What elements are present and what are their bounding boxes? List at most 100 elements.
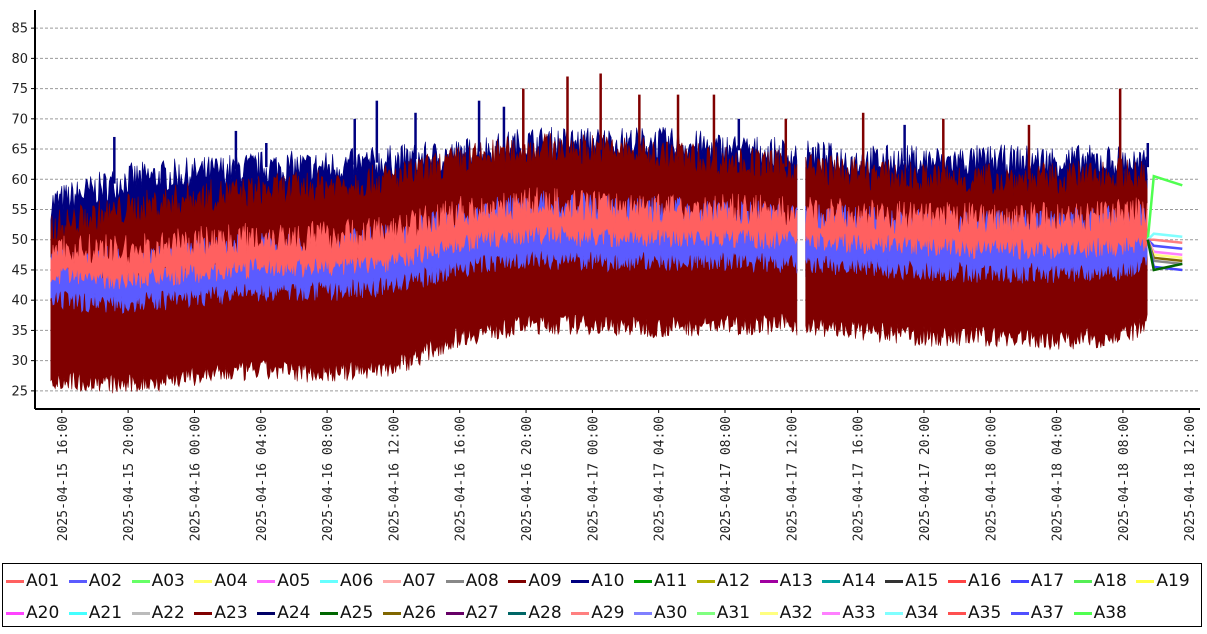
legend-item: A27 xyxy=(445,601,499,625)
legend-item: A04 xyxy=(194,569,248,593)
legend-label: A25 xyxy=(340,603,374,623)
x-tick-label: 2025-04-18 04:00 xyxy=(1051,416,1066,541)
legend-swatch xyxy=(68,579,87,583)
legend-swatch xyxy=(948,611,966,615)
legend-swatch xyxy=(382,579,401,583)
legend-label: A04 xyxy=(214,571,248,591)
legend-label: A06 xyxy=(340,571,374,591)
legend-item: A24 xyxy=(257,601,310,625)
legend-label: A21 xyxy=(88,603,123,623)
x-tick-label: 2025-04-18 00:00 xyxy=(984,416,999,541)
legend-label: A02 xyxy=(88,571,123,591)
y-tick-label: 70 xyxy=(11,112,28,127)
x-tick-label: 2025-04-17 00:00 xyxy=(586,416,601,541)
legend-label: A32 xyxy=(779,603,813,623)
legend-item: A09 xyxy=(508,569,562,593)
x-tick-label: 2025-04-16 12:00 xyxy=(387,416,402,541)
series-line-a25 xyxy=(1146,239,1183,272)
legend-label: A14 xyxy=(842,571,876,591)
legend-swatch xyxy=(696,579,715,583)
legend-swatch xyxy=(1010,611,1029,615)
legend-label: A34 xyxy=(905,603,939,623)
legend-label: A28 xyxy=(528,603,562,623)
legend-label: A35 xyxy=(968,603,1002,623)
legend-swatch xyxy=(320,579,338,583)
y-tick-label: 35 xyxy=(11,324,28,339)
legend-item: A01 xyxy=(6,569,59,593)
legend-swatch xyxy=(822,579,841,583)
legend-swatch xyxy=(6,611,24,615)
x-tick-label: 2025-04-15 16:00 xyxy=(56,416,71,541)
legend-swatch xyxy=(257,579,276,583)
legend-label: A37 xyxy=(1030,603,1065,623)
legend-swatch xyxy=(445,579,464,583)
legend-item: A13 xyxy=(759,569,813,593)
legend-swatch xyxy=(6,579,24,583)
legend-label: A07 xyxy=(402,571,437,591)
x-tick-label: 2025-04-17 12:00 xyxy=(785,416,800,541)
legend-label: A19 xyxy=(1156,571,1190,591)
x-tick-label: 2025-04-18 12:00 xyxy=(1183,416,1198,541)
legend-label: A27 xyxy=(465,603,499,623)
x-tick-label: 2025-04-16 20:00 xyxy=(520,416,535,541)
y-tick-label: 30 xyxy=(11,354,28,369)
legend-label: A05 xyxy=(277,571,311,591)
legend-swatch xyxy=(696,611,715,615)
series-band-a01 xyxy=(50,187,798,290)
x-tick-label: 2025-04-17 04:00 xyxy=(653,416,668,541)
x-tick-label: 2025-04-17 20:00 xyxy=(918,416,933,541)
legend-swatch xyxy=(1010,579,1029,583)
legend-item: A08 xyxy=(445,569,499,593)
legend-item: A16 xyxy=(948,569,1001,593)
legend-swatch xyxy=(131,611,150,615)
legend-label: A09 xyxy=(528,571,562,591)
legend-label: A33 xyxy=(842,603,876,623)
x-axis-ticks: 2025-04-15 16:00 2025-04-15 20:00 2025-04-… xyxy=(56,409,1198,541)
legend-label: A30 xyxy=(654,603,688,623)
x-tick-label: 2025-04-16 04:00 xyxy=(255,416,270,541)
legend-swatch xyxy=(948,579,966,583)
legend-label: A16 xyxy=(968,571,1002,591)
legend-swatch xyxy=(257,611,276,615)
x-tick-label: 2025-04-17 16:00 xyxy=(852,416,867,541)
legend-item: A10 xyxy=(571,569,624,593)
legend-item: A38 xyxy=(1073,601,1127,625)
legend-swatch xyxy=(194,579,213,583)
series-line-a34 xyxy=(1146,232,1183,241)
legend-label: A22 xyxy=(151,603,185,623)
legend-item: A11 xyxy=(634,569,687,593)
legend-swatch xyxy=(508,579,527,583)
legend-label: A26 xyxy=(402,603,437,623)
legend-label: A08 xyxy=(465,571,499,591)
legend-item: A15 xyxy=(885,569,938,593)
legend-swatch xyxy=(571,579,590,583)
y-tick-label: 60 xyxy=(11,173,28,188)
legend-swatch xyxy=(320,611,338,615)
x-tick-label: 2025-04-16 16:00 xyxy=(454,416,469,541)
legend-label: A03 xyxy=(151,571,185,591)
legend-item: A22 xyxy=(131,601,185,625)
legend-item: A21 xyxy=(68,601,123,625)
legend-item: A26 xyxy=(382,601,437,625)
y-tick-label: 40 xyxy=(11,294,28,309)
legend-label: A13 xyxy=(779,571,813,591)
legend-label: A01 xyxy=(26,571,60,591)
legend-item: A18 xyxy=(1073,569,1127,593)
series-line-a29 xyxy=(1147,238,1183,245)
legend-item: A02 xyxy=(68,569,123,593)
legend-item: A14 xyxy=(822,569,876,593)
legend-item: A23 xyxy=(194,601,248,625)
legend-swatch xyxy=(382,611,401,615)
y-tick-label: 85 xyxy=(11,22,28,37)
legend-swatch xyxy=(634,579,652,583)
legend-swatch xyxy=(68,611,87,615)
legend-item: A30 xyxy=(634,601,687,625)
y-tick-label: 75 xyxy=(11,82,28,97)
legend-label: A18 xyxy=(1093,571,1127,591)
legend-swatch xyxy=(194,611,213,615)
legend-swatch xyxy=(1073,611,1092,615)
series-line-a38 xyxy=(1146,174,1183,240)
legend-label: A10 xyxy=(591,571,625,591)
legend-swatch xyxy=(445,611,464,615)
